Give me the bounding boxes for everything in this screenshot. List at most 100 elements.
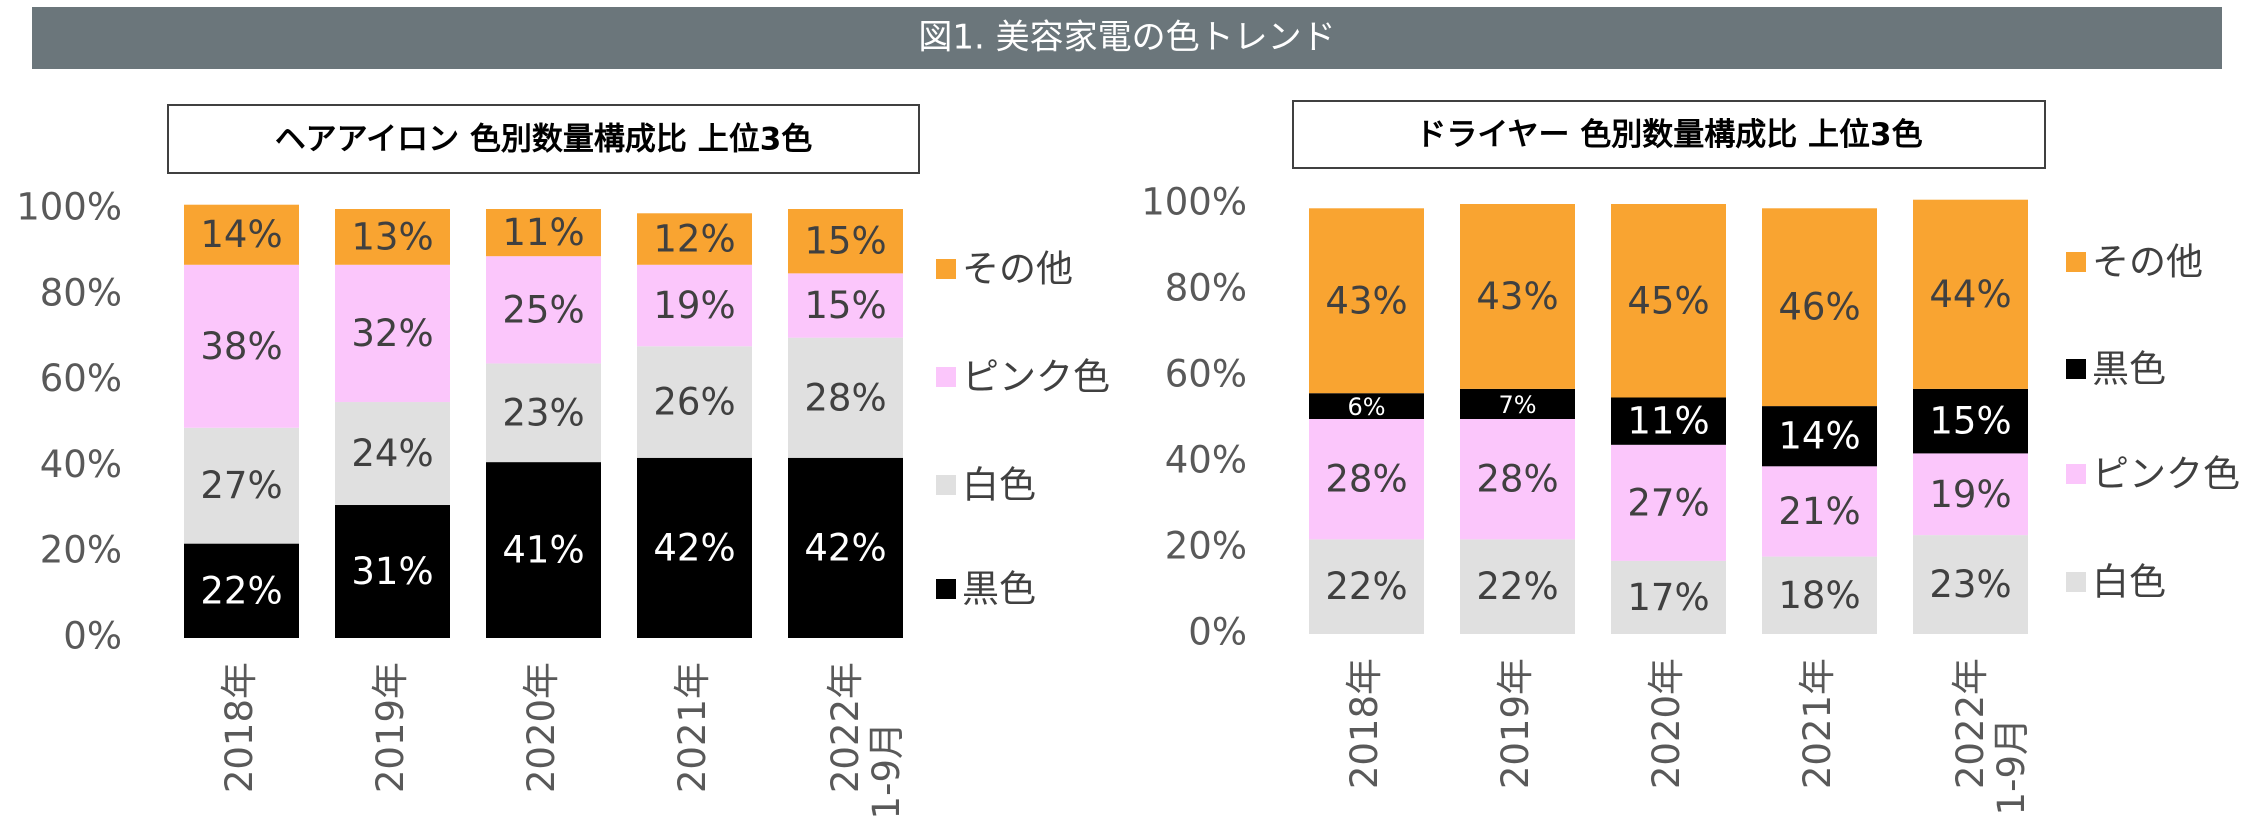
data-label: 43% [1325, 279, 1407, 322]
data-label: 44% [1929, 273, 2011, 316]
legend-label: ピンク色 [962, 356, 1110, 399]
x-tick-label: 2018年 [1343, 658, 1386, 789]
y-tick-label: 40% [1165, 439, 1247, 482]
data-label: 43% [1476, 275, 1558, 318]
data-label: 15% [1929, 400, 2011, 443]
legend-label: 黒色 [962, 568, 1036, 611]
bar-segment [788, 337, 903, 458]
data-label: 25% [502, 288, 584, 331]
bar-segment [637, 213, 752, 265]
data-label: 28% [1325, 458, 1407, 501]
data-label: 24% [351, 432, 433, 475]
data-label: 7% [1498, 391, 1536, 419]
data-label: 42% [653, 526, 735, 569]
bar-segment [184, 427, 299, 544]
x-tick-label: 2022年1-9月 [1949, 658, 2033, 815]
bar-segment [335, 264, 450, 403]
legend-swatch [2066, 359, 2086, 379]
bar-segment [335, 209, 450, 265]
data-label: 26% [653, 381, 735, 424]
legend-swatch [2066, 252, 2086, 272]
bar-segment [788, 457, 903, 638]
y-tick-label: 80% [1165, 267, 1247, 310]
bar-segment [1913, 535, 2028, 634]
data-label: 42% [804, 526, 886, 569]
bar-segment [1460, 204, 1575, 389]
legend-swatch [936, 367, 956, 387]
legend-swatch [2066, 572, 2086, 592]
x-tick-label: 2022年1-9月 [824, 662, 908, 819]
bar-segment [788, 209, 903, 274]
data-label: 41% [502, 529, 584, 572]
bar-segment [1309, 208, 1424, 394]
bar-segment [788, 273, 903, 338]
data-label: 6% [1347, 393, 1385, 421]
bar-segment [1309, 419, 1424, 540]
data-label: 28% [1476, 458, 1558, 501]
data-label: 28% [804, 376, 886, 419]
legend-label: 白色 [2092, 561, 2166, 604]
bar-segment [184, 204, 299, 265]
bar-segment [1611, 397, 1726, 445]
bar-segment [1913, 388, 2028, 454]
data-label: 22% [200, 569, 282, 612]
chart-title: ヘアアイロン 色別数量構成比 上位3色 [275, 122, 813, 158]
data-label: 38% [200, 325, 282, 368]
bar-segment [1762, 556, 1877, 634]
y-tick-label: 0% [63, 615, 122, 658]
data-label: 17% [1627, 576, 1709, 619]
legend-swatch [2066, 464, 2086, 484]
bar-segment [1460, 539, 1575, 634]
bar-segment [184, 264, 299, 428]
x-tick-label: 2021年 [671, 662, 714, 793]
legend-swatch [936, 475, 956, 495]
legend-label: 白色 [962, 464, 1036, 507]
bar-segment [1309, 539, 1424, 634]
bar-segment [1762, 208, 1877, 407]
data-label: 23% [502, 391, 584, 434]
bar-segment [335, 402, 450, 506]
legend-label: ピンク色 [2092, 453, 2240, 496]
bar-segment [1762, 406, 1877, 467]
legend-swatch [936, 579, 956, 599]
y-tick-label: 20% [1165, 525, 1247, 568]
header-bar [32, 7, 2222, 69]
data-label: 12% [653, 218, 735, 261]
data-label: 14% [200, 213, 282, 256]
bar-segment [1611, 204, 1726, 398]
bar-segment [486, 462, 601, 638]
x-tick-label: 2021年 [1796, 658, 1839, 789]
bar-segment [1611, 560, 1726, 634]
data-label: 11% [1627, 400, 1709, 443]
data-label: 18% [1778, 574, 1860, 617]
x-tick-label: 2019年 [1494, 658, 1537, 789]
y-tick-label: 80% [40, 271, 122, 314]
data-label: 19% [1929, 473, 2011, 516]
bar-segment [1762, 466, 1877, 557]
bar-segment [637, 346, 752, 458]
chart-title-box [1292, 100, 2046, 169]
bar-segment [184, 543, 299, 638]
data-label: 45% [1627, 279, 1709, 322]
x-tick-label: 2018年 [218, 662, 261, 793]
header-title: 図1. 美容家電の色トレンド [918, 18, 1335, 58]
legend-label: 黒色 [2092, 348, 2166, 391]
bar-segment [486, 363, 601, 463]
bar-segment [1913, 199, 2028, 389]
data-label: 15% [804, 220, 886, 263]
y-tick-label: 0% [1188, 611, 1247, 654]
y-tick-label: 60% [40, 357, 122, 400]
data-label: 11% [502, 211, 584, 254]
data-label: 22% [1476, 565, 1558, 608]
bar-segment [1460, 388, 1575, 419]
bar-segment [637, 264, 752, 347]
data-label: 19% [653, 284, 735, 327]
bar-segment [1460, 419, 1575, 540]
chart-title-box [167, 104, 920, 174]
y-tick-label: 100% [16, 186, 122, 229]
x-tick-label: 2020年 [520, 662, 563, 793]
data-label: 27% [1627, 481, 1709, 524]
data-label: 15% [804, 284, 886, 327]
legend-swatch [936, 259, 956, 279]
